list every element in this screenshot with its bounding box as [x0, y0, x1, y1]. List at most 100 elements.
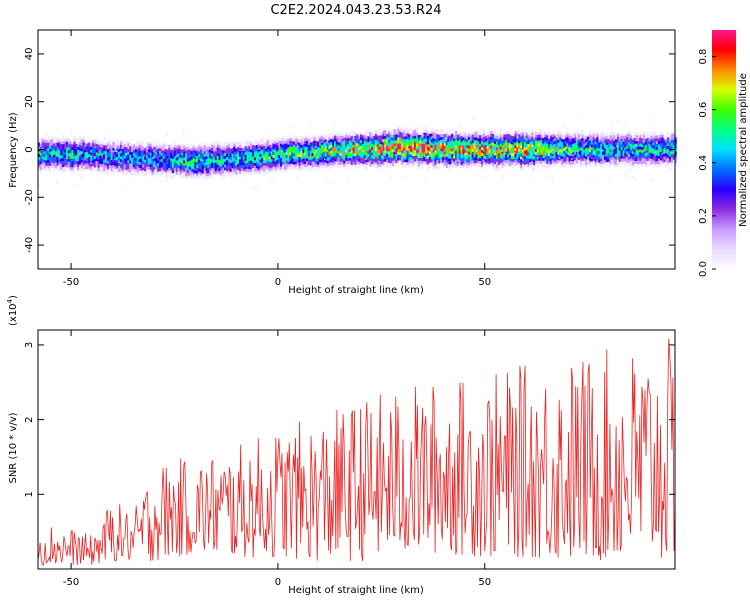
- heatmap-cell: [92, 162, 95, 166]
- heatmap-cell: [410, 134, 413, 138]
- heatmap-cell: [384, 144, 387, 148]
- heatmap-cell: [562, 142, 566, 146]
- heatmap-cell: [503, 143, 506, 147]
- heatmap-cell: [650, 161, 653, 165]
- heatmap-cell: [460, 141, 463, 145]
- heatmap-cell: [51, 145, 54, 148]
- heatmap-cell: [486, 157, 489, 161]
- heatmap-cell: [328, 157, 331, 161]
- heatmap-cell: [73, 153, 76, 157]
- heatmap-cell: [183, 168, 186, 172]
- heatmap-cell: [71, 150, 74, 153]
- heatmap-cell: [287, 158, 290, 162]
- heatmap-cell: [542, 143, 545, 147]
- heatmap-cell: [274, 152, 277, 156]
- heatmap-cell: [64, 143, 67, 147]
- heatmap-cell: [497, 167, 500, 171]
- heatmap-cell: [281, 161, 284, 165]
- heatmap-cell: [479, 140, 482, 144]
- heatmap-cell: [458, 156, 461, 160]
- heatmap-cell: [79, 153, 82, 157]
- heatmap-cell: [423, 147, 426, 150]
- heatmap-cell: [261, 155, 264, 159]
- heatmap-cell: [131, 166, 134, 170]
- heatmap-cell: [86, 166, 89, 170]
- heatmap-cell: [209, 152, 212, 156]
- heatmap-cell: [384, 161, 387, 165]
- heatmap-cell: [67, 150, 70, 154]
- heatmap-cell: [343, 151, 346, 155]
- heatmap-cell: [583, 161, 586, 164]
- heatmap-cell: [473, 140, 476, 144]
- heatmap-cell: [155, 152, 158, 155]
- heatmap-cell: [253, 165, 257, 169]
- heatmap-cell: [41, 144, 44, 148]
- heatmap-cell: [71, 167, 74, 171]
- heatmap-cell: [88, 156, 91, 160]
- heatmap-cell: [611, 151, 614, 154]
- heatmap-cell: [56, 151, 59, 155]
- y-tick-label: 20: [24, 95, 35, 108]
- heatmap-cell: [575, 160, 579, 164]
- heatmap-cell: [363, 160, 366, 164]
- heatmap-cell: [497, 147, 500, 151]
- heatmap-cell: [568, 158, 571, 162]
- heatmap-cell: [330, 159, 333, 163]
- heatmap-cell: [402, 142, 405, 146]
- heatmap-cell: [525, 135, 528, 139]
- heatmap-cell: [549, 135, 553, 139]
- heatmap-cell: [514, 136, 517, 140]
- heatmap-cell: [172, 175, 175, 179]
- heatmap-cell: [454, 130, 458, 134]
- heatmap-cell: [77, 146, 80, 150]
- heatmap-cell: [572, 146, 575, 150]
- heatmap-cell: [294, 138, 298, 142]
- heatmap-cell: [568, 164, 571, 168]
- heatmap-cell: [246, 154, 249, 158]
- heatmap-cell: [629, 138, 633, 142]
- heatmap-cell: [198, 151, 201, 155]
- heatmap-cell: [65, 150, 69, 154]
- heatmap-cell: [177, 173, 180, 177]
- heatmap-cell: [276, 154, 279, 158]
- heatmap-cell: [363, 132, 366, 136]
- heatmap-cell: [203, 168, 206, 172]
- heatmap-cell: [157, 145, 160, 149]
- heatmap-cell: [488, 138, 491, 142]
- heatmap-cell: [294, 146, 298, 150]
- heatmap-cell: [525, 146, 528, 150]
- heatmap-cell: [110, 142, 113, 146]
- heatmap-cell: [589, 140, 592, 144]
- heatmap-cell: [481, 164, 484, 168]
- heatmap-cell: [315, 166, 318, 170]
- heatmap-cell: [555, 137, 558, 141]
- heatmap-cell: [363, 149, 366, 153]
- heatmap-cell: [512, 147, 515, 151]
- heatmap-speckle: [347, 147, 350, 149]
- heatmap-cell: [670, 151, 674, 155]
- heatmap-cell: [136, 169, 139, 172]
- heatmap-cell: [69, 149, 72, 153]
- heatmap-cell: [620, 161, 623, 165]
- heatmap-cell: [278, 160, 281, 164]
- heatmap-cell: [508, 137, 512, 141]
- heatmap-cell: [603, 145, 607, 149]
- heatmap-cell: [659, 160, 662, 164]
- heatmap-cell: [408, 142, 411, 146]
- heatmap-cell: [296, 153, 299, 157]
- heatmap-cell: [553, 161, 556, 164]
- heatmap-cell: [674, 137, 677, 141]
- heatmap-cell: [339, 141, 342, 145]
- heatmap-cell: [421, 146, 424, 150]
- heatmap-cell: [220, 152, 223, 156]
- heatmap-cell: [650, 135, 653, 139]
- heatmap-cell: [356, 134, 359, 138]
- heatmap-cell: [581, 135, 584, 138]
- heatmap-cell: [408, 134, 411, 138]
- heatmap-cell: [300, 164, 303, 168]
- heatmap-cell: [361, 138, 365, 142]
- heatmap-cell: [572, 143, 575, 147]
- heatmap-cell: [583, 149, 586, 153]
- heatmap-cell: [274, 164, 277, 168]
- heatmap-cell: [339, 133, 342, 136]
